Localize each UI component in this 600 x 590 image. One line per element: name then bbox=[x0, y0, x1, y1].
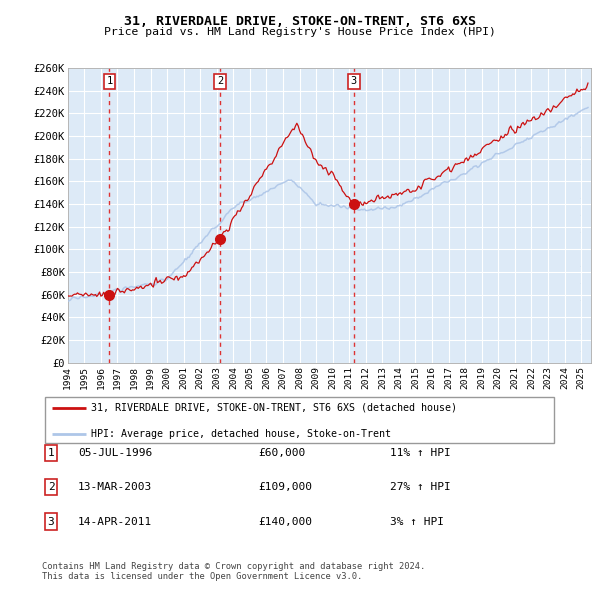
FancyBboxPatch shape bbox=[44, 397, 554, 444]
Text: 3: 3 bbox=[47, 517, 55, 526]
Text: 27% ↑ HPI: 27% ↑ HPI bbox=[390, 483, 451, 492]
Text: Contains HM Land Registry data © Crown copyright and database right 2024.
This d: Contains HM Land Registry data © Crown c… bbox=[42, 562, 425, 581]
Text: 1: 1 bbox=[47, 448, 55, 458]
Text: 31, RIVERDALE DRIVE, STOKE-ON-TRENT, ST6 6XS (detached house): 31, RIVERDALE DRIVE, STOKE-ON-TRENT, ST6… bbox=[91, 403, 457, 413]
Text: £60,000: £60,000 bbox=[258, 448, 305, 458]
Bar bbox=[581, 68, 593, 363]
Bar bbox=[68, 68, 80, 363]
Text: 1: 1 bbox=[106, 76, 112, 86]
Text: 2: 2 bbox=[217, 76, 223, 86]
Text: 05-JUL-1996: 05-JUL-1996 bbox=[78, 448, 152, 458]
Text: 3% ↑ HPI: 3% ↑ HPI bbox=[390, 517, 444, 526]
Text: 2: 2 bbox=[47, 483, 55, 492]
Text: 3: 3 bbox=[351, 76, 357, 86]
Text: £109,000: £109,000 bbox=[258, 483, 312, 492]
Text: HPI: Average price, detached house, Stoke-on-Trent: HPI: Average price, detached house, Stok… bbox=[91, 430, 391, 440]
Text: 11% ↑ HPI: 11% ↑ HPI bbox=[390, 448, 451, 458]
Text: 14-APR-2011: 14-APR-2011 bbox=[78, 517, 152, 526]
Text: 31, RIVERDALE DRIVE, STOKE-ON-TRENT, ST6 6XS: 31, RIVERDALE DRIVE, STOKE-ON-TRENT, ST6… bbox=[124, 15, 476, 28]
Text: £140,000: £140,000 bbox=[258, 517, 312, 526]
Text: Price paid vs. HM Land Registry's House Price Index (HPI): Price paid vs. HM Land Registry's House … bbox=[104, 27, 496, 37]
Text: 13-MAR-2003: 13-MAR-2003 bbox=[78, 483, 152, 492]
